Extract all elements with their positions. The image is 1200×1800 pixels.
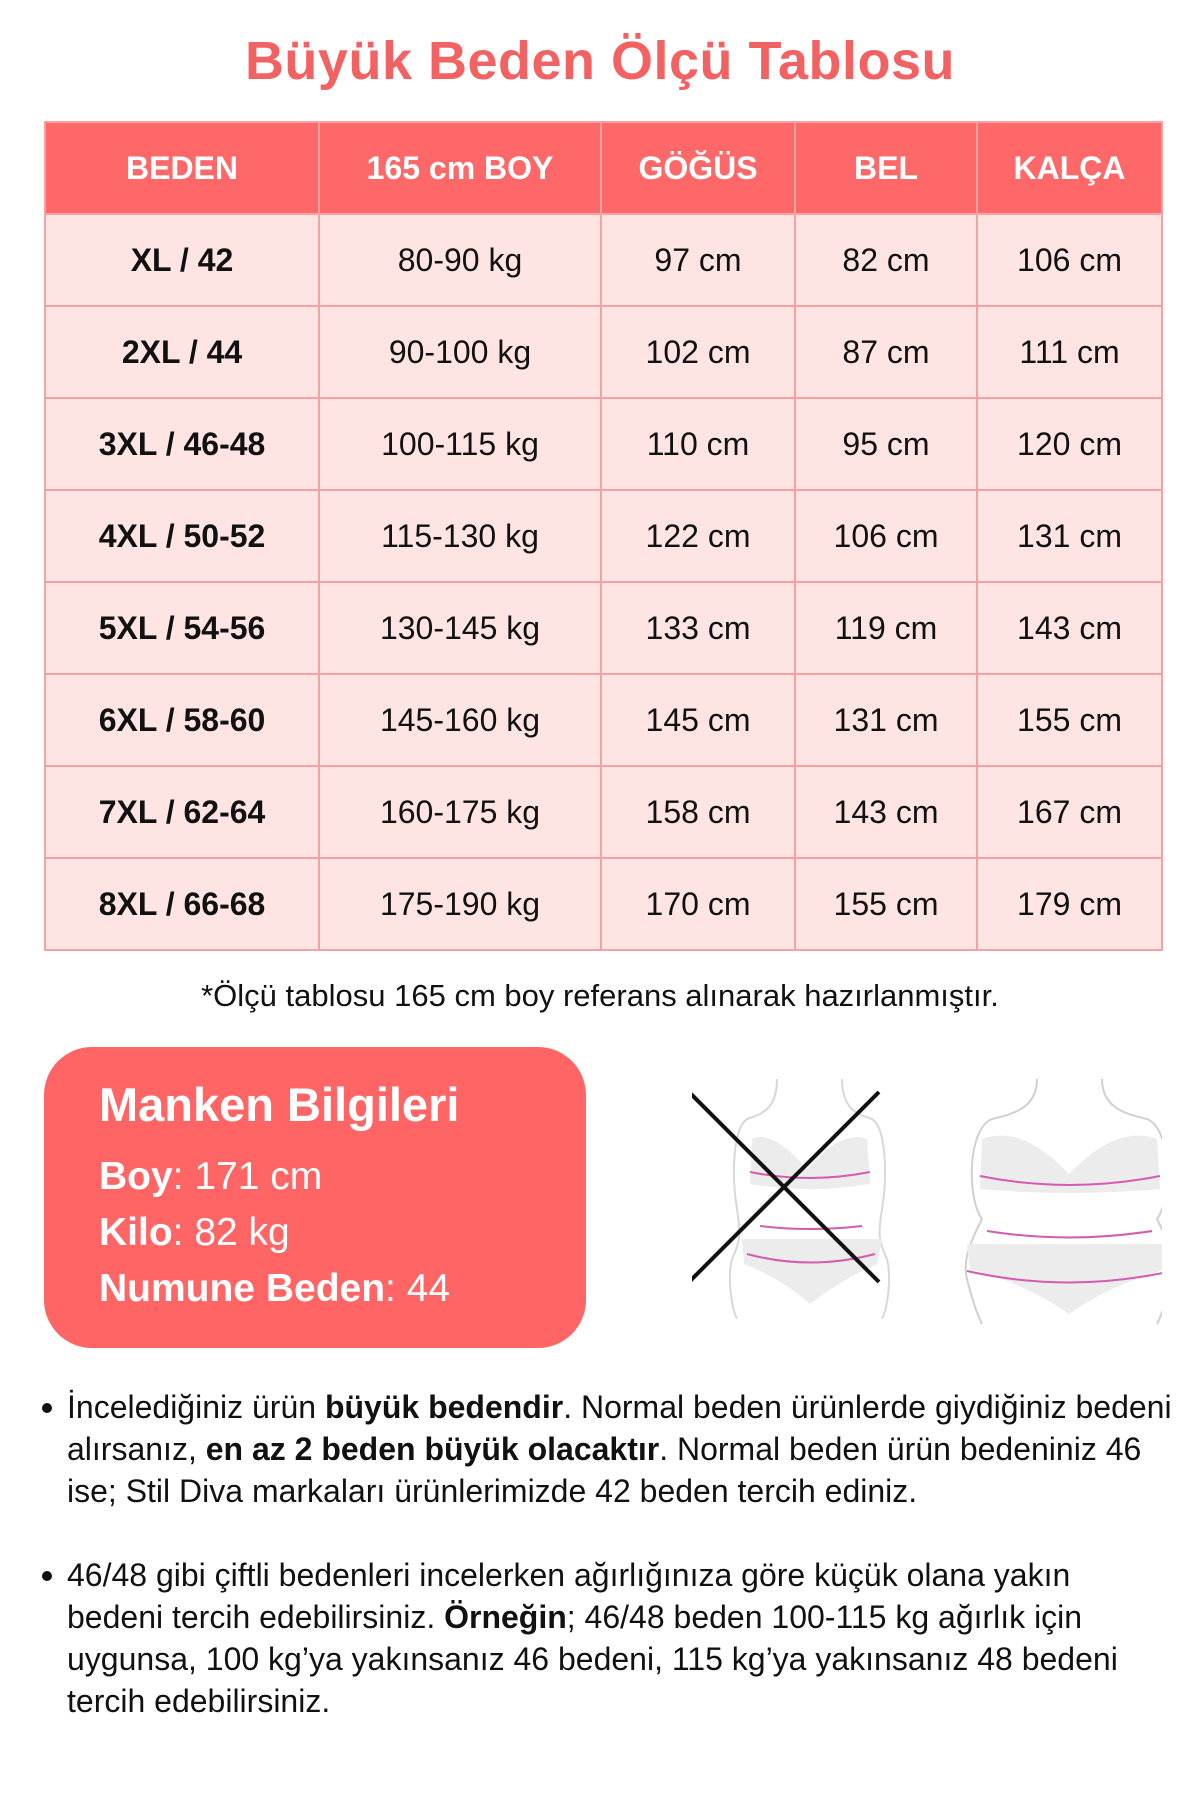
table-cell: 158 cm (600, 765, 796, 859)
table-row: 6XL / 58-60 145-160 kg 145 cm 131 cm 155 cm (44, 673, 1163, 767)
size-cell: 6XL / 58-60 (44, 673, 320, 767)
table-cell: 106 cm (794, 489, 978, 583)
size-cell: 2XL / 44 (44, 305, 320, 399)
value: : 82 kg (172, 1211, 290, 1254)
bold-text: büyük bedendir (324, 1389, 564, 1425)
info-bullets: İncelediğiniz ürün büyük bedendir. Norma… (42, 1386, 1172, 1764)
size-table: BEDEN 165 cm BOY GÖĞÜS BEL KALÇA XL / 42 80-9… (44, 121, 1163, 951)
size-cell: 3XL / 46-48 (44, 397, 320, 491)
table-cell: 160-175 kg (318, 765, 602, 859)
table-cell: 131 cm (976, 489, 1163, 583)
table-cell: 155 cm (976, 673, 1163, 767)
table-row: 3XL / 46-48 100-115 kg 110 cm 95 cm 120 cm (44, 397, 1163, 491)
model-info-title: Manken Bilgileri (99, 1078, 460, 1131)
table-cell: 102 cm (600, 305, 796, 399)
model-weight: Kilo: 82 kg (99, 1211, 290, 1255)
text: . Normal beden ürün bedeniniz 46 ise; St… (67, 1431, 1142, 1509)
table-cell: 115-130 kg (318, 489, 602, 583)
table-row: 4XL / 50-52 115-130 kg 122 cm 106 cm 131 cm (44, 489, 1163, 583)
table-header-row: BEDEN 165 cm BOY GÖĞÜS BEL KALÇA (44, 121, 1163, 215)
table-cell: 143 cm (794, 765, 978, 859)
model-info-card: Manken Bilgileri Boy: 171 cm Kilo: 82 kg… (44, 1047, 586, 1348)
size-cell: 7XL / 62-64 (44, 765, 320, 859)
table-cell: 145-160 kg (318, 673, 602, 767)
page-title: Büyük Beden Ölçü Tablosu (244, 31, 956, 91)
size-cell: XL / 42 (44, 213, 320, 307)
table-cell: 97 cm (600, 213, 796, 307)
table-cell: 87 cm (794, 305, 978, 399)
table-cell: 179 cm (976, 857, 1163, 951)
table-cell: 130-145 kg (318, 581, 602, 675)
table-row: XL / 42 80-90 kg 97 cm 82 cm 106 cm (44, 213, 1163, 307)
table-cell: 155 cm (794, 857, 978, 951)
table-cell: 82 cm (794, 213, 978, 307)
size-cell: 4XL / 50-52 (44, 489, 320, 583)
table-cell: 119 cm (794, 581, 978, 675)
table-cell: 110 cm (600, 397, 796, 491)
body-figure-crossed-out (692, 1079, 891, 1320)
text: ; 46/48 beden 100-115 kg ağırlık için uy… (67, 1599, 1118, 1719)
table-cell: 170 cm (600, 857, 796, 951)
column-header: BEDEN (44, 121, 320, 215)
bullet-dot-icon (42, 1571, 52, 1581)
bullet-dot-icon (42, 1403, 52, 1413)
table-cell: 95 cm (794, 397, 978, 491)
bullet-item: İncelediğiniz ürün büyük bedendir. Norma… (42, 1386, 1172, 1512)
table-cell: 111 cm (976, 305, 1163, 399)
body-figure-plus-size (964, 1079, 1162, 1325)
label: Boy (99, 1155, 173, 1198)
body-figures (692, 1079, 1162, 1325)
column-header: 165 cm BOY (318, 121, 602, 215)
table-cell: 145 cm (600, 673, 796, 767)
table-cell: 167 cm (976, 765, 1163, 859)
table-cell: 122 cm (600, 489, 796, 583)
model-height: Boy: 171 cm (99, 1155, 322, 1199)
table-row: 2XL / 44 90-100 kg 102 cm 87 cm 111 cm (44, 305, 1163, 399)
table-cell: 106 cm (976, 213, 1163, 307)
table-cell: 131 cm (794, 673, 978, 767)
value: : 171 cm (172, 1155, 323, 1198)
size-cell: 5XL / 54-56 (44, 581, 320, 675)
table-cell: 80-90 kg (318, 213, 602, 307)
size-cell: 8XL / 66-68 (44, 857, 320, 951)
bullet-item: 46/48 gibi çiftli bedenleri incelerken a… (42, 1554, 1172, 1722)
table-cell: 133 cm (600, 581, 796, 675)
table-cell: 100-115 kg (318, 397, 602, 491)
table-cell: 120 cm (976, 397, 1163, 491)
table-row: 7XL / 62-64 160-175 kg 158 cm 143 cm 167 cm (44, 765, 1163, 859)
column-header: BEL (794, 121, 978, 215)
table-cell: 90-100 kg (318, 305, 602, 399)
table-cell: 175-190 kg (318, 857, 602, 951)
table-footnote: *Ölçü tablosu 165 cm boy referans alınar… (201, 978, 999, 1013)
bold-text: Örneğin (444, 1599, 567, 1635)
column-header: KALÇA (976, 121, 1163, 215)
table-row: 8XL / 66-68 175-190 kg 170 cm 155 cm 179 cm (44, 857, 1163, 951)
label: Numune Beden (99, 1267, 386, 1310)
column-header: GÖĞÜS (600, 121, 796, 215)
text: . Normal beden ürünlerde giydiğiniz bede… (67, 1389, 1172, 1467)
text: İncelediğiniz ürün (67, 1389, 325, 1425)
value: : 44 (385, 1267, 451, 1310)
bold-text: en az 2 beden büyük olacaktır (205, 1431, 660, 1467)
table-cell: 143 cm (976, 581, 1163, 675)
text: 46/48 gibi çiftli bedenleri incelerken a… (67, 1557, 1071, 1635)
table-row: 5XL / 54-56 130-145 kg 133 cm 119 cm 143 cm (44, 581, 1163, 675)
label: Kilo (99, 1211, 173, 1254)
model-sample-size: Numune Beden: 44 (99, 1267, 450, 1311)
